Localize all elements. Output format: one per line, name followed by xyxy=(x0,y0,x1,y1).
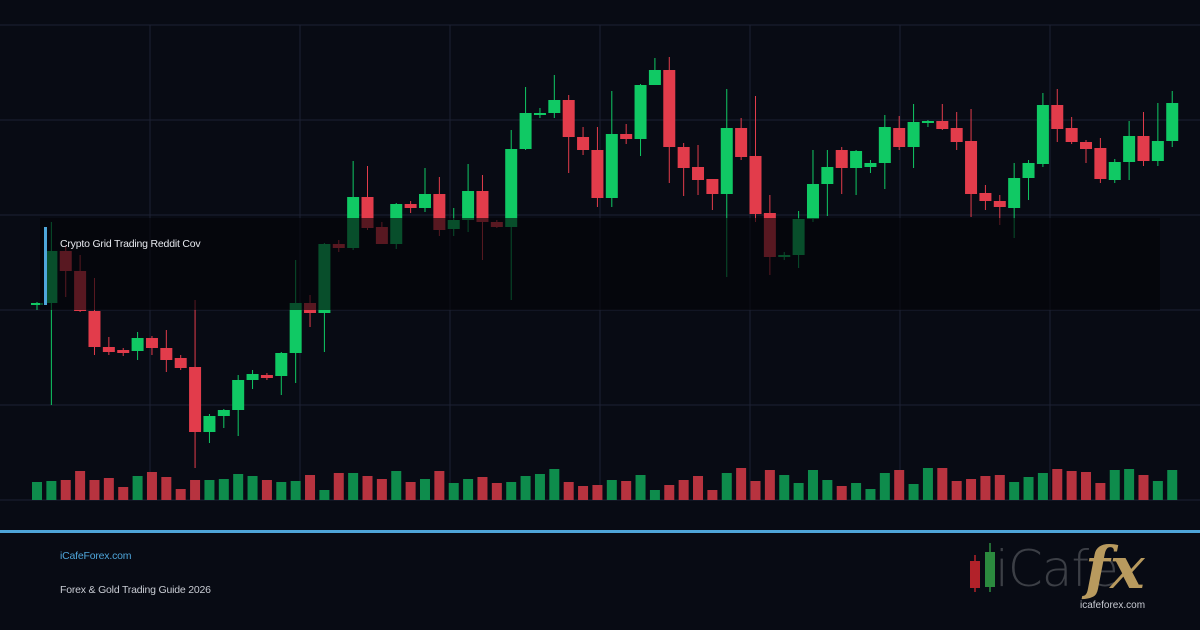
title-overlay-box xyxy=(40,218,1160,310)
logo-url: icafeforex.com xyxy=(1080,600,1146,611)
overlay-title: Crypto Grid Trading Reddit Cov xyxy=(60,238,201,250)
icafefx-logo: iCafe fx icafeforex.com xyxy=(965,534,1175,620)
overlay-accent-bar xyxy=(44,227,47,305)
footer-subtitle: Forex & Gold Trading Guide 2026 xyxy=(60,584,211,596)
candles xyxy=(31,57,1179,468)
logo-candles-icon xyxy=(970,543,995,592)
footer-site-link[interactable]: iCafeForex.com xyxy=(60,550,132,562)
footer-accent-line xyxy=(0,530,1200,533)
logo-word: iCafe xyxy=(995,540,1119,598)
volume-bars xyxy=(32,468,1178,500)
logo-fx: fx xyxy=(1085,534,1145,602)
